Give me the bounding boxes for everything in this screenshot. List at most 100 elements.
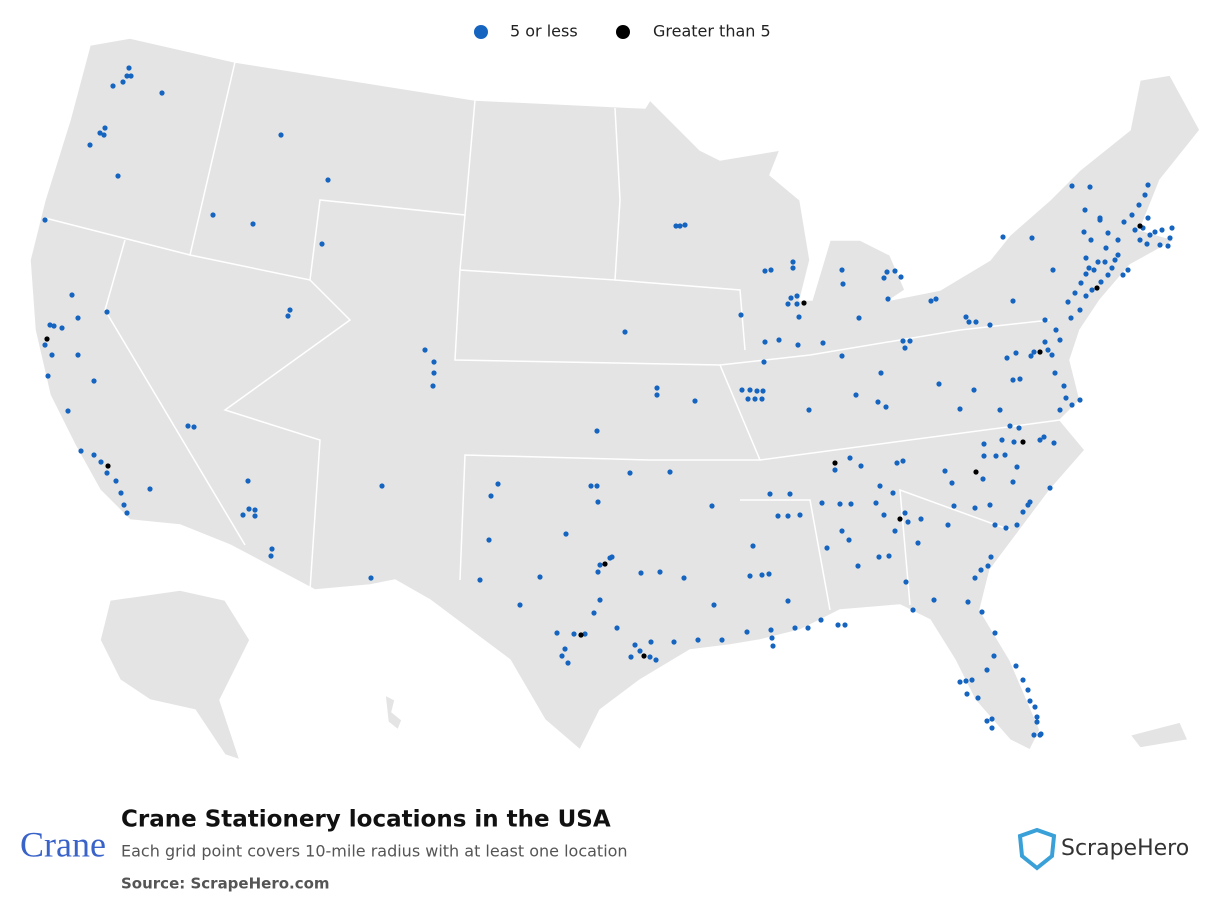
location-dot-dense <box>44 336 50 342</box>
location-dot <box>1087 184 1093 190</box>
legend-swatch <box>474 25 488 39</box>
location-dot <box>837 501 843 507</box>
location-dot <box>537 574 543 580</box>
location-dot <box>1029 235 1035 241</box>
location-dot <box>595 499 601 505</box>
location-dot <box>430 383 436 389</box>
location-dot <box>104 309 110 315</box>
location-dot <box>1125 267 1131 273</box>
location-dot <box>682 222 688 228</box>
location-dot <box>681 575 687 581</box>
location-dot <box>1031 349 1037 355</box>
location-dot <box>104 470 110 476</box>
location-dot <box>981 441 987 447</box>
location-dot <box>571 631 577 637</box>
location-dot <box>1089 287 1095 293</box>
location-dot <box>949 480 955 486</box>
location-dot <box>1013 663 1019 669</box>
location-dot <box>268 553 274 559</box>
location-dot <box>42 217 48 223</box>
location-dot <box>657 569 663 575</box>
location-dot <box>1053 327 1059 333</box>
location-dot <box>1103 245 1109 251</box>
location-dot <box>842 622 848 628</box>
location-dot <box>98 459 104 465</box>
location-dot <box>252 507 258 513</box>
location-dot-dense <box>897 516 903 522</box>
logo-text: ScrapeHero <box>1061 836 1189 861</box>
land <box>29 37 1201 762</box>
location-dot <box>797 512 803 518</box>
subtitle: Each grid point covers 10-mile radius wi… <box>121 842 628 861</box>
location-dot <box>210 212 216 218</box>
location-dot <box>794 293 800 299</box>
location-dot <box>1045 347 1051 353</box>
location-dot <box>128 73 134 79</box>
location-dot-dense <box>832 460 838 466</box>
location-dot <box>840 281 846 287</box>
location-dot <box>597 562 603 568</box>
location-dot <box>915 540 921 546</box>
location-dot <box>1034 719 1040 725</box>
location-dot <box>719 637 725 643</box>
scrapehero-logo: ScrapeHero <box>1017 827 1189 871</box>
location-dot <box>51 323 57 329</box>
location-dot <box>1083 271 1089 277</box>
location-dot <box>1069 402 1075 408</box>
location-dot <box>985 563 991 569</box>
location-dot <box>1083 293 1089 299</box>
location-dot <box>745 396 751 402</box>
location-dot <box>957 679 963 685</box>
location-dot <box>654 392 660 398</box>
legend-label: 5 or less <box>510 22 578 41</box>
location-dot <box>709 503 715 509</box>
location-dot <box>1032 704 1038 710</box>
location-dot <box>945 522 951 528</box>
location-dot <box>379 483 385 489</box>
location-dot <box>1082 207 1088 213</box>
location-dot <box>999 437 1005 443</box>
location-dot <box>892 268 898 274</box>
location-dot <box>97 130 103 136</box>
location-dot <box>75 352 81 358</box>
location-dot <box>101 132 107 138</box>
location-dot <box>910 607 916 613</box>
location-dot <box>1115 237 1121 243</box>
location-dot <box>877 483 883 489</box>
location-dot <box>942 468 948 474</box>
location-dot-dense <box>1094 285 1100 291</box>
location-dot <box>147 486 153 492</box>
location-dot <box>673 223 679 229</box>
location-dot <box>120 79 126 85</box>
location-dot <box>855 563 861 569</box>
location-dot <box>1157 242 1163 248</box>
location-dot <box>752 396 758 402</box>
location-dot <box>1027 698 1033 704</box>
location-dot <box>1145 182 1151 188</box>
location-dot <box>979 609 985 615</box>
location-dot <box>654 385 660 391</box>
location-dot <box>750 543 756 549</box>
location-dot <box>987 322 993 328</box>
location-dot <box>1042 317 1048 323</box>
location-dot <box>118 490 124 496</box>
location-dot <box>805 625 811 631</box>
location-dot <box>121 502 127 508</box>
location-dot <box>102 125 108 131</box>
location-dot <box>795 342 801 348</box>
location-dot <box>1098 279 1104 285</box>
location-dot <box>744 629 750 635</box>
location-dot <box>818 617 824 623</box>
location-dot <box>806 407 812 413</box>
location-dot <box>885 296 891 302</box>
location-dot <box>902 510 908 516</box>
location-dot <box>75 315 81 321</box>
location-dot <box>319 241 325 247</box>
location-dot <box>1091 267 1097 273</box>
location-dot <box>594 428 600 434</box>
location-dot <box>1097 215 1103 221</box>
location-dot <box>488 493 494 499</box>
location-dot <box>325 177 331 183</box>
location-dot <box>113 478 119 484</box>
location-dot <box>907 338 913 344</box>
